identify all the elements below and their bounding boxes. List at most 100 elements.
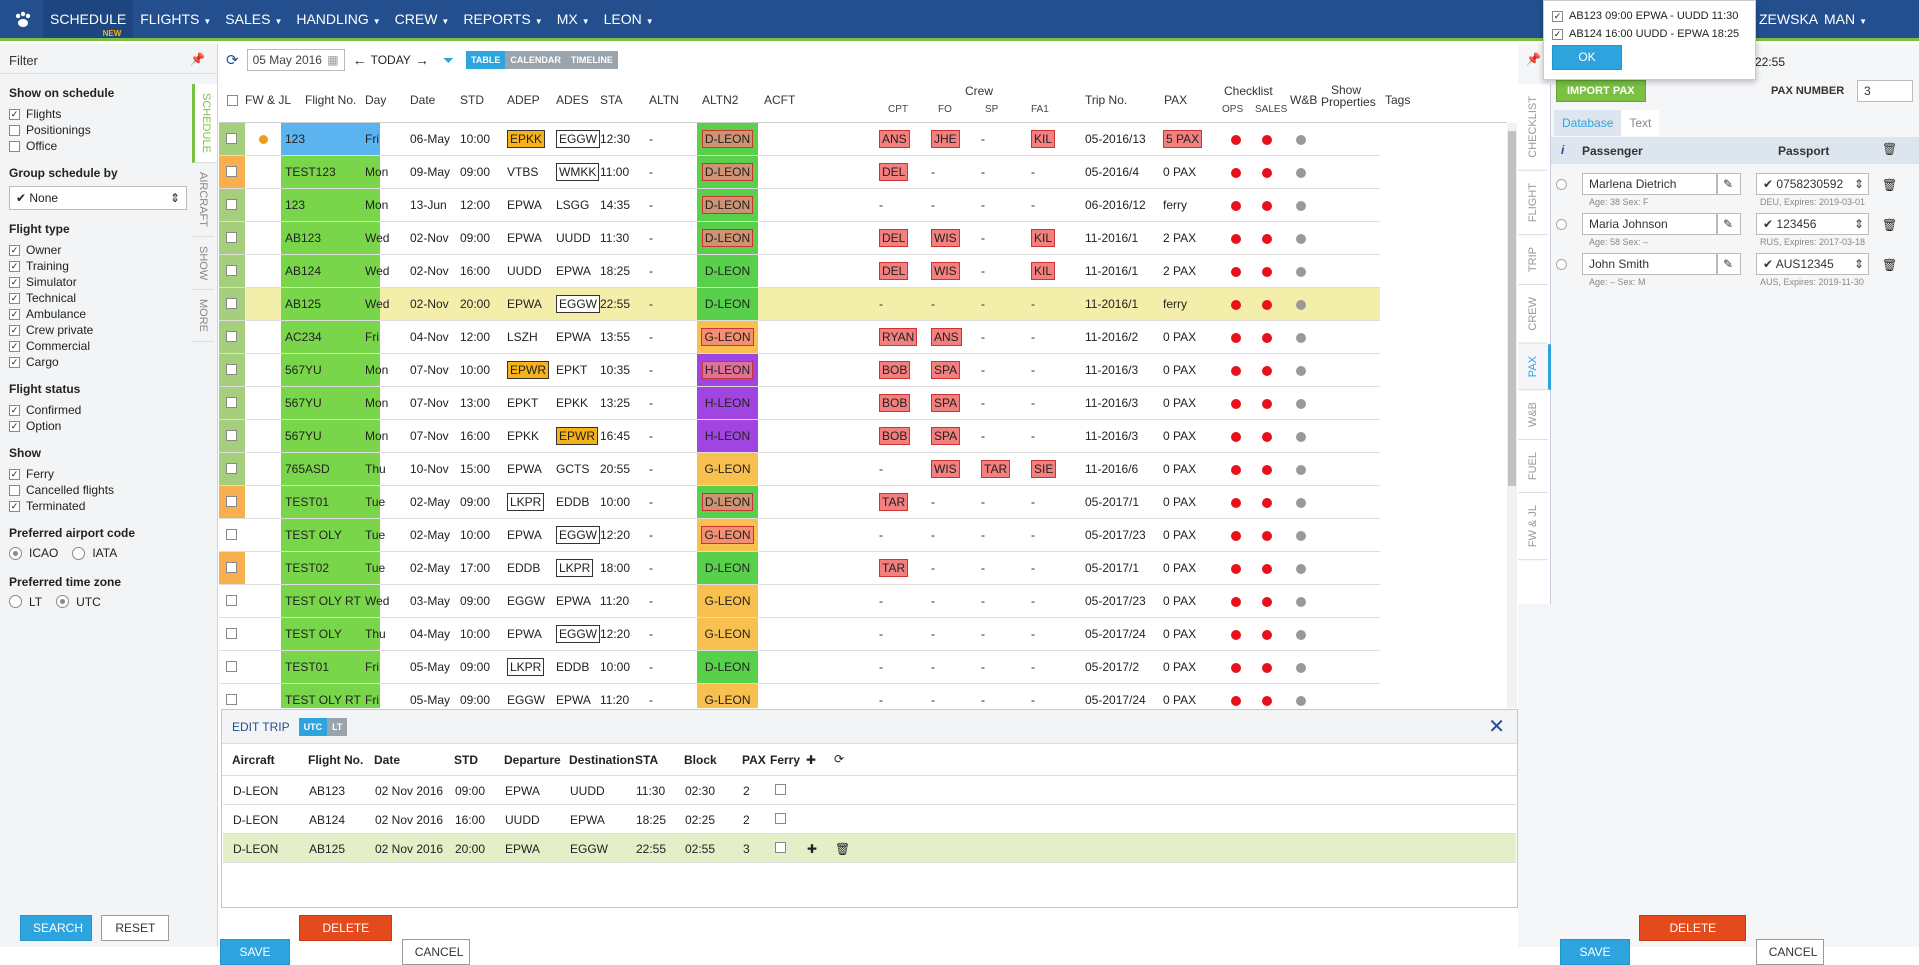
table-row[interactable]: TEST OLY Thu 04-May 10:00 12:20 - - EPWA EGGW G-L… xyxy=(219,618,1380,651)
view-calendar-button[interactable]: CALENDAR xyxy=(505,51,566,69)
table-row[interactable]: 765ASD Thu 10-Nov 15:00 20:55 - - EPWA GCTS G-LEO… xyxy=(219,453,1380,486)
table-row[interactable]: TEST OLY RT Wed 03-May 09:00 11:20 - - EGGW EPWA… xyxy=(219,585,1380,618)
ferry-checkbox[interactable] xyxy=(775,784,786,795)
row-checkbox[interactable] xyxy=(226,265,237,276)
wb-status-dot[interactable] xyxy=(1296,630,1306,640)
aircraft-cell[interactable]: D-LEON xyxy=(697,651,758,683)
tz-utc-button[interactable]: UTC xyxy=(298,717,328,736)
trip-number-cell[interactable]: 11-2016/1 xyxy=(1085,297,1139,311)
flight-number-cell[interactable]: 765ASD xyxy=(281,453,380,485)
ades-cell[interactable]: LKPR xyxy=(556,552,594,584)
fa1-cell[interactable]: - xyxy=(1031,156,1035,188)
checkbox-box[interactable]: ✓ xyxy=(1552,10,1563,22)
adep-cell[interactable]: LSZH xyxy=(507,321,538,353)
sp-cell[interactable]: - xyxy=(981,222,985,254)
adep-cell[interactable]: LKPR xyxy=(507,651,545,683)
ferry-checkbox[interactable] xyxy=(775,842,786,853)
row-radio[interactable] xyxy=(1556,219,1567,230)
sales-status-dot[interactable] xyxy=(1262,267,1272,277)
radio-circle[interactable] xyxy=(72,546,86,560)
edit-icon[interactable]: ✎ xyxy=(1717,173,1741,195)
fa1-cell[interactable]: - xyxy=(1031,651,1035,683)
flight-tab-trip[interactable]: TRIP xyxy=(1518,234,1548,285)
fo-cell[interactable]: - xyxy=(931,189,935,221)
ops-status-dot[interactable] xyxy=(1231,135,1241,145)
ops-status-dot[interactable] xyxy=(1231,399,1241,409)
fo-cell[interactable]: WIS xyxy=(931,255,960,287)
wb-status-dot[interactable] xyxy=(1296,663,1306,673)
altn2-header[interactable]: ALTN2 xyxy=(702,93,739,107)
sp-cell[interactable]: - xyxy=(981,255,985,287)
ops-status-dot[interactable] xyxy=(1231,234,1241,244)
wb-status-dot[interactable] xyxy=(1296,366,1306,376)
fo-cell[interactable]: - xyxy=(931,519,935,551)
ades-cell[interactable]: EPWA xyxy=(556,585,591,617)
cpt-cell[interactable]: - xyxy=(879,651,883,683)
aircraft-cell[interactable]: D-LEON xyxy=(697,156,758,188)
row-checkbox[interactable] xyxy=(226,529,237,540)
checkbox-box[interactable]: ✓ xyxy=(9,356,20,368)
checkbox-box[interactable] xyxy=(9,484,20,496)
view-timeline-button[interactable]: TIMELINE xyxy=(565,51,618,69)
ops-status-dot[interactable] xyxy=(1231,366,1241,376)
adep-cell[interactable]: EPKT xyxy=(507,387,538,419)
flight-number-cell[interactable]: TEST OLY xyxy=(281,519,380,551)
aircraft-cell[interactable]: D-LEON xyxy=(697,552,758,584)
ades-header[interactable]: ADES xyxy=(556,93,589,107)
import-pax-button[interactable]: IMPORT PAX xyxy=(1556,80,1646,102)
save-trip-button[interactable]: SAVE xyxy=(220,939,290,965)
sales-status-dot[interactable] xyxy=(1262,597,1272,607)
table-row[interactable]: TEST OLY RT Fri 05-May 09:00 11:20 - - EGGW EPWA… xyxy=(219,684,1380,708)
row-checkbox[interactable] xyxy=(226,562,237,573)
sp-cell[interactable]: - xyxy=(981,519,985,551)
pax-number-input[interactable]: 3 xyxy=(1857,80,1913,102)
checkbox-box[interactable]: ✓ xyxy=(9,420,20,432)
adep-cell[interactable]: LKPR xyxy=(507,486,545,518)
popup-flight-checkbox[interactable]: ✓ AB123 09:00 EPWA - UUDD 11:30 xyxy=(1552,7,1747,25)
trip-number-cell[interactable]: 11-2016/3 xyxy=(1085,429,1139,443)
refresh-icon[interactable]: ⟳ xyxy=(834,752,845,766)
nav-item-handling[interactable]: HANDLING ▼ xyxy=(289,0,387,38)
wb-status-dot[interactable] xyxy=(1296,300,1306,310)
flight-number-cell[interactable]: TEST01 xyxy=(281,651,380,683)
sp-cell[interactable]: - xyxy=(981,123,985,155)
checkbox-cargo[interactable]: ✓ Cargo xyxy=(9,354,183,370)
fo-cell[interactable]: SPA xyxy=(931,354,961,386)
add-row-icon[interactable]: ✚ xyxy=(807,842,818,856)
add-icon[interactable]: ✚ xyxy=(806,753,817,767)
row-checkbox[interactable] xyxy=(226,364,237,375)
fa1-cell[interactable]: - xyxy=(1031,585,1035,617)
refresh-icon[interactable]: ⟳ xyxy=(226,52,239,69)
radio-utc[interactable]: UTC xyxy=(56,595,101,609)
nav-item-crew[interactable]: CREW ▼ xyxy=(388,0,457,38)
radio-circle[interactable] xyxy=(9,595,22,608)
trip-number-cell[interactable]: 05-2017/2 xyxy=(1085,660,1140,674)
wb-status-dot[interactable] xyxy=(1296,267,1306,277)
aircraft-cell[interactable]: G-LEON xyxy=(697,618,758,650)
row-checkbox[interactable] xyxy=(226,496,237,507)
trip-number-cell[interactable]: 05-2017/24 xyxy=(1085,627,1146,641)
ades-cell[interactable]: EPWA xyxy=(556,684,591,708)
sales-status-dot[interactable] xyxy=(1262,333,1272,343)
tz-lt-button[interactable]: LT xyxy=(327,717,348,736)
flight-number-cell[interactable]: TEST123 xyxy=(281,156,380,188)
flight-number-cell[interactable]: AB125 xyxy=(281,288,380,320)
checkbox-box[interactable]: ✓ xyxy=(9,500,20,512)
table-row[interactable]: AB123 Wed 02-Nov 09:00 11:30 - - EPWA UUDD D-LEON… xyxy=(219,222,1380,255)
row-checkbox[interactable] xyxy=(226,232,237,243)
flight-number-cell[interactable]: 567YU xyxy=(281,354,380,386)
ferry-checkbox[interactable] xyxy=(775,813,786,824)
passenger-name-input[interactable]: Marlena Dietrich xyxy=(1582,173,1717,195)
flight-number-cell[interactable]: 567YU xyxy=(281,420,380,452)
cpt-cell[interactable]: TAR xyxy=(879,486,909,518)
wb-status-dot[interactable] xyxy=(1296,399,1306,409)
fo-cell[interactable]: - xyxy=(931,585,935,617)
ops-status-dot[interactable] xyxy=(1231,696,1241,706)
radio-circle[interactable] xyxy=(9,546,22,560)
adep-cell[interactable]: EPKK xyxy=(507,420,539,452)
wb-status-dot[interactable] xyxy=(1296,564,1306,574)
flight-number-cell[interactable]: AB123 xyxy=(281,222,380,254)
table-row[interactable]: AB125 Wed 02-Nov 20:00 22:55 - - EPWA EGGW D-LEON… xyxy=(219,288,1380,321)
radio-circle[interactable] xyxy=(56,595,70,608)
checkbox-crew-private[interactable]: ✓ Crew private xyxy=(9,322,183,338)
